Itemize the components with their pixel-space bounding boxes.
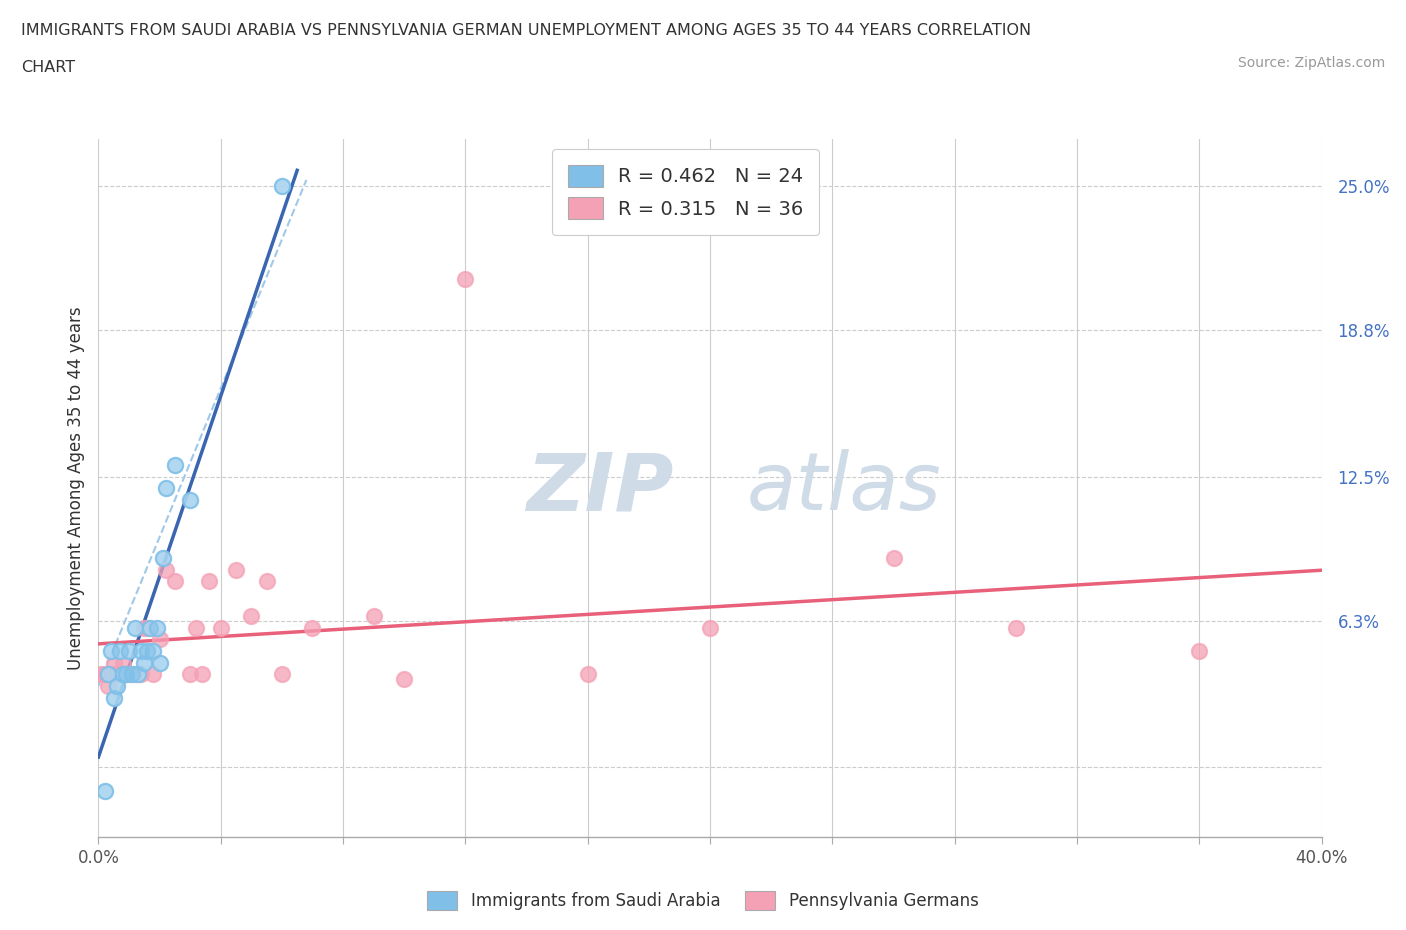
- Point: [121, 667, 143, 682]
- Point: [118, 667, 141, 682]
- Point: [134, 656, 156, 671]
- Point: [100, 667, 122, 682]
- Point: [93, 667, 115, 682]
- Point: [124, 620, 146, 635]
- Point: [111, 656, 134, 671]
- Point: [179, 493, 201, 508]
- Point: [105, 679, 128, 694]
- Point: [179, 493, 201, 508]
- Text: CHART: CHART: [21, 60, 75, 75]
- Point: [152, 551, 174, 565]
- Point: [699, 620, 721, 635]
- Point: [105, 679, 128, 694]
- Point: [90, 667, 112, 682]
- Point: [108, 667, 131, 682]
- Point: [301, 620, 323, 635]
- Point: [93, 783, 115, 798]
- Text: atlas: atlas: [747, 449, 942, 527]
- Point: [163, 574, 186, 589]
- Point: [136, 644, 159, 658]
- Point: [134, 656, 156, 671]
- Point: [1004, 620, 1026, 635]
- Point: [115, 667, 138, 682]
- Point: [129, 644, 152, 658]
- Point: [127, 667, 149, 682]
- Point: [1188, 644, 1211, 658]
- Point: [270, 667, 292, 682]
- Point: [149, 656, 172, 671]
- Point: [93, 783, 115, 798]
- Point: [155, 481, 177, 496]
- Point: [121, 667, 143, 682]
- Point: [108, 644, 131, 658]
- Point: [149, 656, 172, 671]
- Point: [124, 620, 146, 635]
- Point: [97, 667, 120, 682]
- Point: [129, 667, 152, 682]
- Point: [145, 620, 167, 635]
- Point: [100, 644, 122, 658]
- Point: [576, 667, 599, 682]
- Point: [363, 609, 385, 624]
- Point: [115, 667, 138, 682]
- Point: [191, 667, 214, 682]
- Point: [179, 667, 201, 682]
- Point: [103, 690, 125, 705]
- Text: Source: ZipAtlas.com: Source: ZipAtlas.com: [1237, 56, 1385, 70]
- Point: [139, 620, 162, 635]
- Point: [136, 620, 159, 635]
- Point: [883, 551, 905, 565]
- Point: [111, 667, 134, 682]
- Text: IMMIGRANTS FROM SAUDI ARABIA VS PENNSYLVANIA GERMAN UNEMPLOYMENT AMONG AGES 35 T: IMMIGRANTS FROM SAUDI ARABIA VS PENNSYLV…: [21, 23, 1031, 38]
- Point: [155, 562, 177, 577]
- Point: [105, 667, 128, 682]
- Point: [134, 620, 156, 635]
- Legend: R = 0.462   N = 24, R = 0.315   N = 36: R = 0.462 N = 24, R = 0.315 N = 36: [553, 149, 820, 235]
- Point: [145, 620, 167, 635]
- Point: [270, 179, 292, 193]
- Point: [118, 644, 141, 658]
- Point: [152, 551, 174, 565]
- Point: [100, 644, 122, 658]
- Point: [270, 179, 292, 193]
- Point: [118, 644, 141, 658]
- Point: [149, 632, 172, 647]
- Point: [139, 620, 162, 635]
- Point: [155, 481, 177, 496]
- Point: [163, 458, 186, 472]
- Point: [97, 667, 120, 682]
- Point: [163, 458, 186, 472]
- Point: [392, 671, 416, 686]
- Point: [108, 644, 131, 658]
- Point: [256, 574, 278, 589]
- Point: [127, 667, 149, 682]
- Point: [142, 644, 165, 658]
- Point: [97, 679, 120, 694]
- Point: [197, 574, 219, 589]
- Point: [454, 272, 477, 286]
- Point: [103, 656, 125, 671]
- Legend: Immigrants from Saudi Arabia, Pennsylvania Germans: Immigrants from Saudi Arabia, Pennsylvan…: [420, 884, 986, 917]
- Point: [142, 667, 165, 682]
- Point: [136, 644, 159, 658]
- Point: [111, 667, 134, 682]
- Point: [142, 644, 165, 658]
- Point: [103, 690, 125, 705]
- Point: [115, 667, 138, 682]
- Point: [240, 609, 263, 624]
- Y-axis label: Unemployment Among Ages 35 to 44 years: Unemployment Among Ages 35 to 44 years: [66, 307, 84, 670]
- Point: [129, 644, 152, 658]
- Point: [124, 667, 146, 682]
- Point: [209, 620, 232, 635]
- Point: [186, 620, 208, 635]
- Point: [225, 562, 247, 577]
- Text: ZIP: ZIP: [526, 449, 673, 527]
